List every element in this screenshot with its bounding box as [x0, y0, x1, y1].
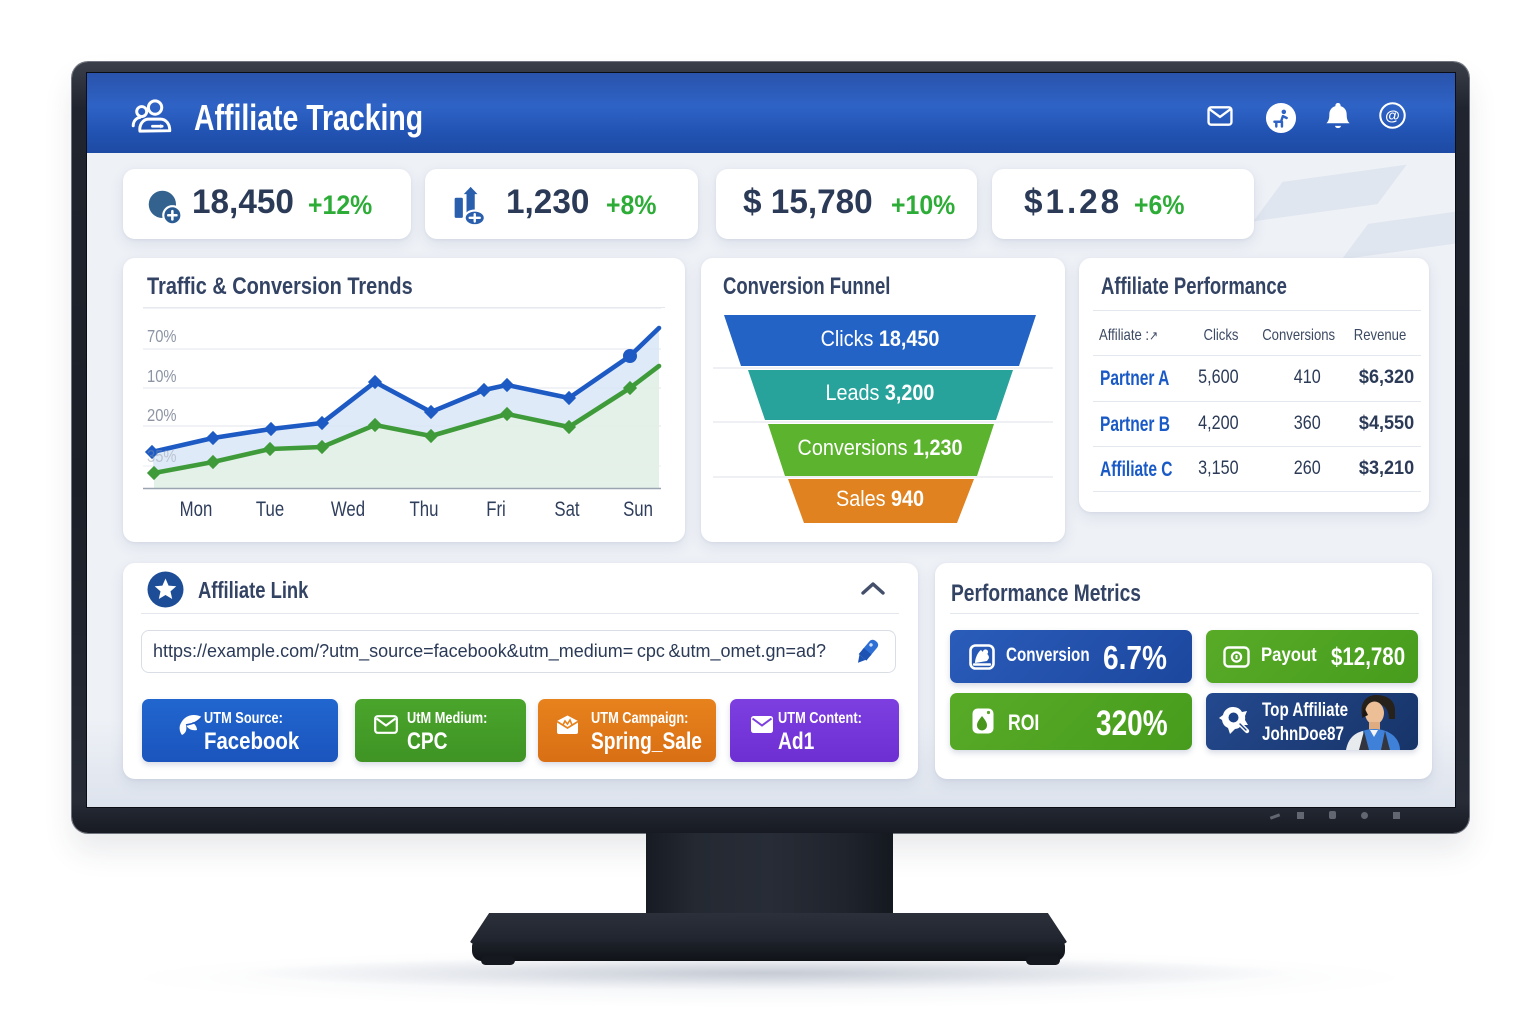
svg-text:70%: 70%	[147, 327, 177, 347]
svg-text:Mon: Mon	[180, 498, 213, 521]
svg-text:Fri: Fri	[486, 498, 506, 521]
svg-text:Sun: Sun	[623, 498, 653, 521]
svg-text:Sat: Sat	[554, 498, 580, 521]
svg-text:Leads 3,200: Leads 3,200	[826, 381, 935, 405]
svg-text:Clicks 18,450: Clicks 18,450	[821, 327, 940, 351]
svg-text:Sales 940: Sales 940	[836, 487, 924, 511]
svg-text:10%: 10%	[147, 367, 177, 387]
svg-text:Tue: Tue	[256, 498, 284, 521]
svg-text:Conversions 1,230: Conversions 1,230	[798, 436, 963, 460]
svg-text:@: @	[1385, 108, 1400, 125]
svg-text:20%: 20%	[147, 406, 177, 426]
svg-text:Thu: Thu	[410, 498, 439, 521]
svg-text:35%: 35%	[147, 447, 177, 467]
svg-text:Wed: Wed	[331, 498, 365, 521]
